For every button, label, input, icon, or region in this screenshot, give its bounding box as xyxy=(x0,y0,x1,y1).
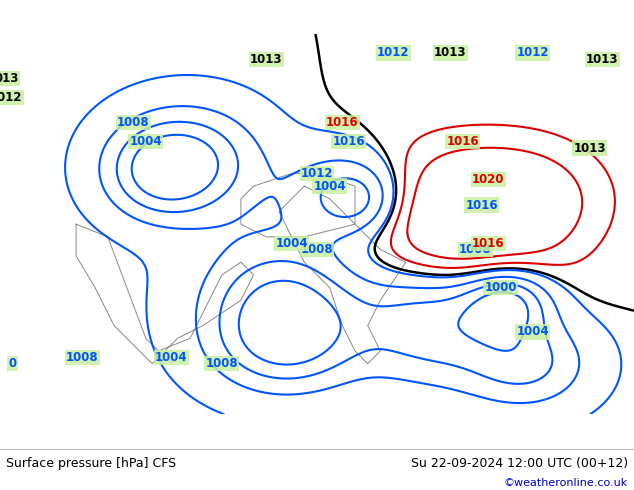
Text: 1016: 1016 xyxy=(446,135,479,148)
Text: 1012: 1012 xyxy=(0,91,23,104)
Text: 1004: 1004 xyxy=(516,325,549,339)
Text: 1020: 1020 xyxy=(472,173,505,186)
Text: 1013: 1013 xyxy=(586,53,619,66)
Text: 1013: 1013 xyxy=(434,47,467,59)
Text: 1004: 1004 xyxy=(275,237,308,250)
Text: 1016: 1016 xyxy=(332,135,365,148)
Text: 1012: 1012 xyxy=(516,47,549,59)
Text: 1013: 1013 xyxy=(573,142,606,155)
Text: Su 22-09-2024 12:00 UTC (00+12): Su 22-09-2024 12:00 UTC (00+12) xyxy=(411,457,628,469)
Text: 0: 0 xyxy=(9,357,16,370)
Text: 1008: 1008 xyxy=(459,243,492,256)
Text: 1012: 1012 xyxy=(301,167,333,180)
Text: 1008: 1008 xyxy=(117,116,150,129)
Text: 013: 013 xyxy=(0,72,18,85)
Text: 1008: 1008 xyxy=(66,351,99,364)
Text: 1004: 1004 xyxy=(129,135,162,148)
Text: 1008: 1008 xyxy=(301,243,333,256)
Text: 1012: 1012 xyxy=(377,47,410,59)
Text: 1013: 1013 xyxy=(250,53,283,66)
Text: 1016: 1016 xyxy=(465,198,498,212)
Text: 1004: 1004 xyxy=(155,351,188,364)
Text: 1004: 1004 xyxy=(313,180,346,193)
Text: Surface pressure [hPa] CFS: Surface pressure [hPa] CFS xyxy=(6,457,176,469)
Text: 1000: 1000 xyxy=(484,281,517,294)
Text: ©weatheronline.co.uk: ©weatheronline.co.uk xyxy=(503,478,628,488)
Text: 1016: 1016 xyxy=(472,237,505,250)
Text: 1008: 1008 xyxy=(205,357,238,370)
Text: 1016: 1016 xyxy=(326,116,359,129)
